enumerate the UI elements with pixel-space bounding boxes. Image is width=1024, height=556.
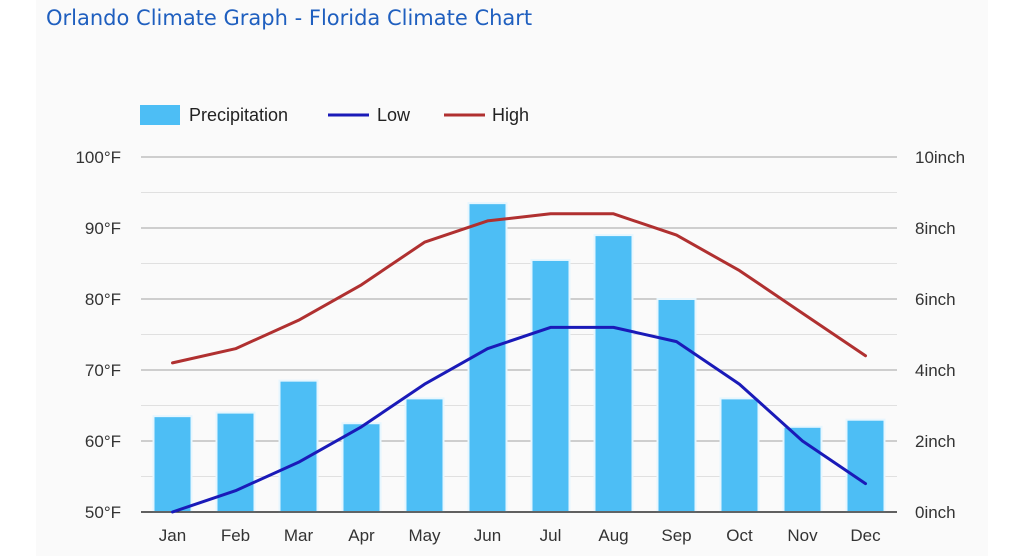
left-axis-tick-label: 100°F [75, 148, 121, 167]
precipitation-bar [719, 397, 760, 513]
precipitation-bar [845, 418, 886, 514]
right-axis-tick-label: 8inch [915, 219, 956, 238]
precipitation-bar [656, 298, 697, 513]
x-axis-tick-label: Jan [159, 526, 186, 545]
x-axis-tick-label: Mar [284, 526, 314, 545]
right-axis-tick-label: 4inch [915, 361, 956, 380]
left-axis-tick-label: 60°F [85, 432, 121, 451]
chart-panel [36, 0, 988, 556]
left-axis-tick-label: 80°F [85, 290, 121, 309]
left-axis-tick-label: 70°F [85, 361, 121, 380]
x-axis-tick-label: Jun [474, 526, 501, 545]
precipitation-bar [404, 397, 445, 513]
legend-label-precipitation: Precipitation [189, 105, 288, 125]
x-axis-tick-label: Nov [787, 526, 818, 545]
right-axis-tick-label: 6inch [915, 290, 956, 309]
precipitation-bar [593, 234, 634, 513]
precipitation-bar [467, 202, 508, 513]
precipitation-bar [215, 411, 256, 514]
right-axis-tick-label: 0inch [915, 503, 956, 522]
legend-label-low: Low [377, 105, 411, 125]
x-axis-tick-label: Feb [221, 526, 250, 545]
precipitation-bar [530, 258, 571, 514]
precipitation-bar [782, 425, 823, 513]
x-axis-tick-label: Aug [598, 526, 628, 545]
precipitation-bar [278, 379, 319, 513]
right-axis-tick-label: 2inch [915, 432, 956, 451]
x-axis-tick-label: Oct [726, 526, 753, 545]
precipitation-bar [341, 422, 382, 513]
legend-swatch-precipitation [140, 105, 180, 125]
legend-label-high: High [492, 105, 529, 125]
precipitation-bar [152, 415, 193, 513]
x-axis-tick-label: Jul [540, 526, 562, 545]
x-axis-tick-label: May [408, 526, 441, 545]
high-temperature-line [171, 212, 867, 365]
low-temperature-line [171, 325, 867, 514]
page-title: Orlando Climate Graph - Florida Climate … [46, 6, 533, 30]
x-axis-tick-label: Sep [661, 526, 691, 545]
x-axis-tick-label: Dec [850, 526, 881, 545]
left-axis-tick-label: 50°F [85, 503, 121, 522]
right-axis-tick-label: 10inch [915, 148, 965, 167]
left-axis-tick-label: 90°F [85, 219, 121, 238]
x-axis-tick-label: Apr [348, 526, 375, 545]
